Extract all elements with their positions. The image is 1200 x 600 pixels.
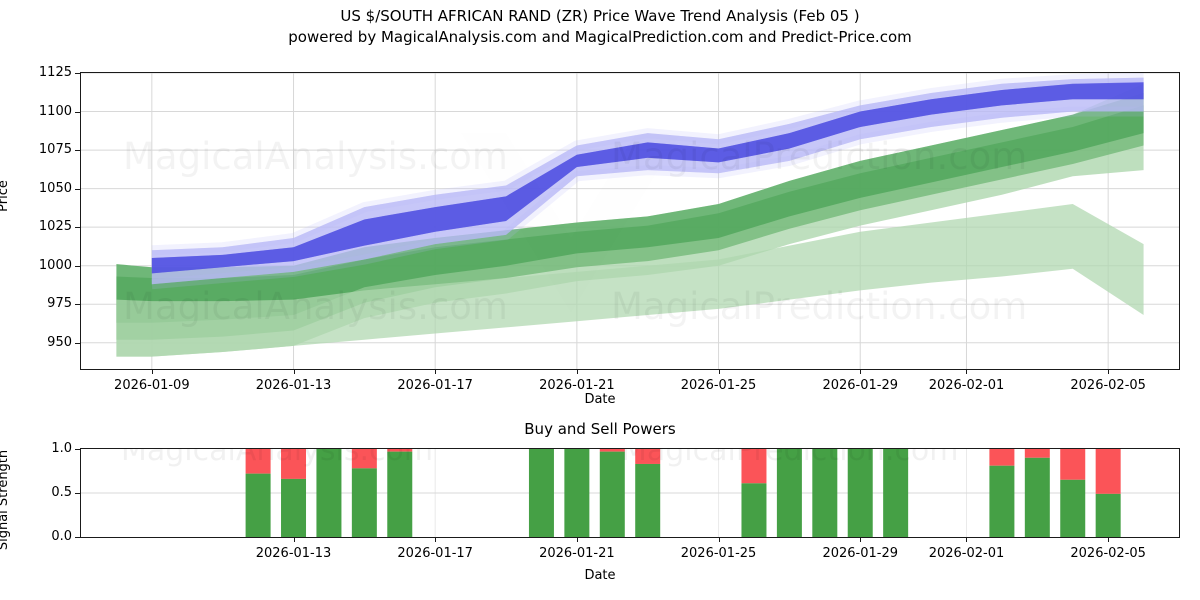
power-chart-title: Buy and Sell Powers [524, 420, 676, 438]
power-x-tick: 2026-01-29 [822, 546, 898, 561]
power-x-tick: 2026-02-05 [1070, 546, 1146, 561]
price-wave-plot: MagicalAnalysis.com MagicalPrediction.co… [80, 72, 1180, 370]
power-x-tick: 2026-01-13 [255, 546, 332, 561]
power-bar[interactable] [316, 449, 342, 537]
power-bar[interactable] [351, 449, 377, 537]
power-x-tickmark [718, 537, 720, 542]
power-bar[interactable] [599, 449, 625, 537]
power-x-tickmark [860, 537, 862, 542]
price-y-tickmark [75, 188, 80, 190]
price-x-tickmark [966, 369, 968, 374]
price-y-tick: 1125 [38, 65, 72, 80]
price-x-tick: 2026-01-21 [539, 378, 615, 393]
power-bar[interactable] [776, 449, 802, 537]
power-bar[interactable] [281, 449, 307, 537]
price-x-tick: 2026-01-17 [397, 378, 473, 393]
power-bar[interactable] [1024, 449, 1050, 537]
price-x-tickmark [293, 369, 295, 374]
price-x-tickmark [151, 369, 153, 374]
watermark-v-logo [451, 123, 691, 323]
power-y-tickmark [75, 537, 80, 538]
power-y-tick: 0.0 [51, 529, 72, 544]
price-y-tickmark [75, 111, 80, 113]
power-bar-series [81, 449, 1179, 537]
page-title: US $/SOUTH AFRICAN RAND (ZR) Price Wave … [340, 7, 860, 25]
price-y-tick: 1000 [38, 257, 72, 273]
price-y-tickmark [75, 73, 80, 74]
power-bar[interactable] [989, 449, 1015, 537]
price-y-tick: 1050 [38, 180, 72, 196]
power-bar[interactable] [245, 449, 271, 537]
price-x-tickmark [435, 369, 437, 374]
price-x-tick: 2026-02-05 [1070, 378, 1146, 393]
power-bar[interactable] [847, 449, 873, 537]
price-x-tick: 2026-01-29 [822, 378, 898, 393]
power-bar[interactable] [528, 449, 554, 537]
price-wave-series [81, 73, 1179, 369]
price-x-tick: 2026-01-09 [114, 378, 190, 393]
power-x-tick: 2026-01-25 [680, 546, 757, 561]
power-x-tick: 2026-01-21 [539, 546, 615, 561]
price-x-tickmark [1108, 369, 1110, 374]
power-x-tick: 2026-02-01 [928, 546, 1005, 561]
power-bar[interactable] [635, 449, 661, 537]
price-x-tick: 2026-02-01 [928, 378, 1005, 393]
power-bar[interactable] [883, 449, 909, 537]
price-y-tickmark [75, 304, 80, 306]
power-x-axis-label: Date [584, 568, 616, 583]
power-bar[interactable] [812, 449, 838, 537]
power-x-tickmark [966, 537, 968, 542]
power-y-tick: 1.0 [51, 441, 72, 456]
price-y-tick: 1025 [38, 219, 72, 235]
price-x-axis-label: Date [584, 392, 616, 407]
power-y-tickmark [75, 493, 80, 494]
price-y-tickmark [75, 227, 80, 229]
power-x-tickmark [1108, 537, 1110, 542]
price-x-tickmark [576, 369, 578, 374]
price-x-tickmark [860, 369, 862, 374]
price-plot-canvas: MagicalAnalysis.com MagicalPrediction.co… [81, 73, 1179, 369]
price-y-tick: 1075 [38, 142, 72, 158]
price-y-tickmark [75, 342, 80, 344]
power-x-tickmark [293, 537, 295, 542]
price-y-tick: 1100 [38, 103, 72, 119]
power-x-tickmark [576, 537, 578, 542]
power-x-tick: 2026-01-17 [397, 546, 473, 561]
price-y-tick: 975 [47, 296, 72, 312]
power-x-tickmark [435, 537, 437, 542]
power-bar[interactable] [1060, 449, 1086, 537]
power-bar[interactable] [564, 449, 590, 537]
power-y-tickmark [75, 449, 80, 450]
page-subtitle: powered by MagicalAnalysis.com and Magic… [288, 28, 912, 46]
buy-sell-powers-plot: MagicalAnalysis.com MagicalPrediction.co… [80, 448, 1180, 538]
price-y-tickmark [75, 265, 80, 267]
power-bar[interactable] [387, 449, 413, 537]
chart-title-block: US $/SOUTH AFRICAN RAND (ZR) Price Wave … [0, 6, 1200, 48]
price-x-tick: 2026-01-13 [255, 378, 332, 393]
price-x-tick: 2026-01-25 [680, 378, 757, 393]
power-plot-canvas: MagicalAnalysis.com MagicalPrediction.co… [81, 449, 1179, 537]
price-x-tickmark [718, 369, 720, 374]
power-bar[interactable] [741, 449, 767, 537]
price-y-tick: 950 [47, 334, 72, 350]
power-bar[interactable] [1095, 449, 1121, 537]
price-y-tickmark [75, 150, 80, 152]
power-y-tick: 0.5 [51, 485, 72, 500]
